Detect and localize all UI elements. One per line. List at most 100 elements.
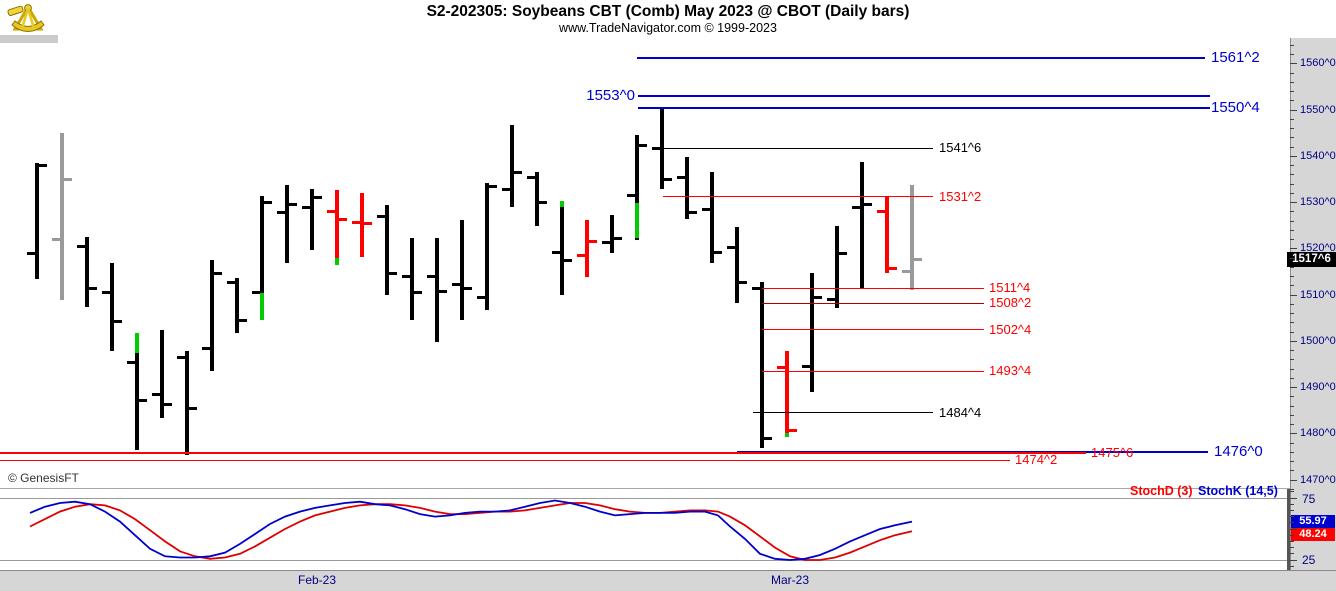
ohlc-bar-close-tick [687, 211, 697, 215]
price-level-line [0, 452, 1086, 455]
price-axis-tick [1290, 100, 1294, 102]
price-axis-tick [1290, 340, 1297, 342]
price-level-label: 1511^4 [989, 280, 1031, 296]
ohlc-bar-open-tick [902, 270, 912, 274]
ohlc-bar-range [835, 225, 839, 308]
price-axis-tick [1290, 239, 1294, 240]
price-axis-tick-label: 1510^0 [1300, 288, 1336, 301]
ohlc-bar-close-tick [237, 318, 247, 322]
ohlc-bar-open-tick [102, 291, 112, 295]
price-axis-tick-label: 1520^0 [1300, 242, 1336, 255]
new-extreme-green-segment [335, 258, 339, 265]
ohlc-bar-open-tick [677, 175, 687, 179]
price-level-label: 1476^0 [1214, 443, 1263, 461]
ohlc-bar-range [160, 329, 164, 418]
price-level-label: 1550^4 [1211, 98, 1260, 116]
time-scale-strip[interactable] [0, 570, 1336, 591]
price-axis-tick [1290, 266, 1294, 268]
ohlc-bar-range [185, 350, 189, 455]
ohlc-bar-range [910, 185, 914, 291]
chart-title: S2-202305: Soybeans CBT (Comb) May 2023 … [426, 3, 910, 20]
price-axis-tick [1290, 109, 1297, 111]
price-axis-tick [1290, 202, 1297, 203]
price-level-label: 1475^6 [1091, 445, 1134, 461]
time-axis-label-mar: Mar-23 [770, 573, 810, 587]
price-axis-tick [1290, 442, 1294, 444]
ohlc-bar-range [60, 133, 64, 300]
ohlc-bar-open-tick [77, 244, 87, 248]
stochd-value-box: 48.24 [1291, 528, 1335, 541]
price-axis-tick [1290, 303, 1294, 305]
price-level-line [637, 56, 1205, 59]
ohlc-bar-range [710, 172, 714, 263]
ohlc-bar-range [535, 172, 539, 226]
ohlc-bar-range [635, 135, 639, 240]
ohlc-bar-range [210, 260, 214, 372]
ohlc-bar-open-tick [802, 365, 812, 369]
ohlc-bar-open-tick [827, 298, 837, 302]
ohlc-bar-open-tick [227, 280, 237, 284]
price-axis-tick [1290, 72, 1294, 74]
ohlc-bar-close-tick [162, 403, 172, 407]
ohlc-bar-open-tick [452, 283, 462, 287]
ohlc-bar-open-tick [202, 346, 212, 350]
last-price-box: 1517^6 [1287, 252, 1336, 267]
new-extreme-green-segment [635, 202, 639, 239]
new-extreme-green-segment [260, 292, 264, 321]
price-axis-tick [1290, 331, 1294, 333]
new-extreme-green-segment [135, 333, 139, 353]
price-pane-canvas[interactable] [0, 38, 1290, 488]
genesisft-copyright: © GenesisFT [8, 471, 79, 485]
ohlc-bar-open-tick [877, 210, 887, 214]
ohlc-bar-range [510, 125, 514, 208]
ohlc-bar-range [585, 219, 589, 277]
ohlc-bar-close-tick [437, 290, 447, 294]
ohlc-bar-range [760, 282, 764, 448]
stoch-axis-tick [1290, 547, 1294, 549]
stochk-legend-label[interactable]: StochK (14,5) [1198, 484, 1278, 498]
ohlc-bar-open-tick [477, 295, 487, 299]
ohlc-bar-range [810, 273, 814, 393]
price-axis-tick [1290, 433, 1297, 435]
price-axis-tick [1290, 128, 1294, 129]
stochd-legend-label[interactable]: StochD (3) [1130, 484, 1193, 498]
ohlc-bar-close-tick [537, 201, 547, 204]
ohlc-bar-close-tick [612, 236, 622, 240]
ohlc-bar-close-tick [362, 221, 372, 225]
ohlc-bar-close-tick [187, 406, 197, 410]
ohlc-bar-open-tick [527, 175, 537, 179]
stochastic-pane-canvas[interactable] [0, 489, 1288, 570]
pane-divider [0, 488, 1290, 489]
stoch-25-gridline [0, 560, 1290, 561]
ohlc-bar-close-tick [112, 320, 122, 324]
stochastic-curves [29, 499, 913, 561]
price-axis-tick [1290, 294, 1297, 296]
price-level-label: 1484^4 [939, 404, 982, 420]
price-axis-tick [1290, 387, 1297, 388]
ohlc-bar-close-tick [37, 164, 47, 167]
price-axis-tick [1290, 192, 1294, 194]
ohlc-bar-range [35, 163, 39, 279]
price-level-line [0, 459, 1010, 461]
price-axis-tick [1290, 118, 1294, 120]
stoch-axis-tick [1290, 503, 1294, 505]
price-axis-tick [1290, 461, 1294, 462]
ohlc-bar-range [785, 350, 789, 438]
price-axis-tick [1290, 91, 1294, 92]
price-level-line [753, 412, 933, 414]
stoch-axis-tick [1290, 528, 1297, 530]
ohlc-bar-open-tick [127, 360, 137, 364]
ohlc-bar-close-tick [862, 203, 872, 207]
stochk-value-box: 55.97 [1291, 515, 1335, 528]
price-axis-tick-label: 1540^0 [1300, 149, 1336, 162]
price-axis-tick [1290, 470, 1294, 472]
price-axis-tick-label: 1470^0 [1300, 473, 1336, 486]
price-level-line [737, 451, 1208, 454]
stoch-axis-tick [1290, 540, 1294, 542]
ohlc-bar-open-tick [652, 146, 662, 150]
ohlc-bar-close-tick [312, 196, 322, 200]
ohlc-bar-open-tick [402, 275, 412, 278]
ohlc-bar-close-tick [637, 144, 647, 148]
price-scale-strip[interactable] [1290, 38, 1336, 570]
